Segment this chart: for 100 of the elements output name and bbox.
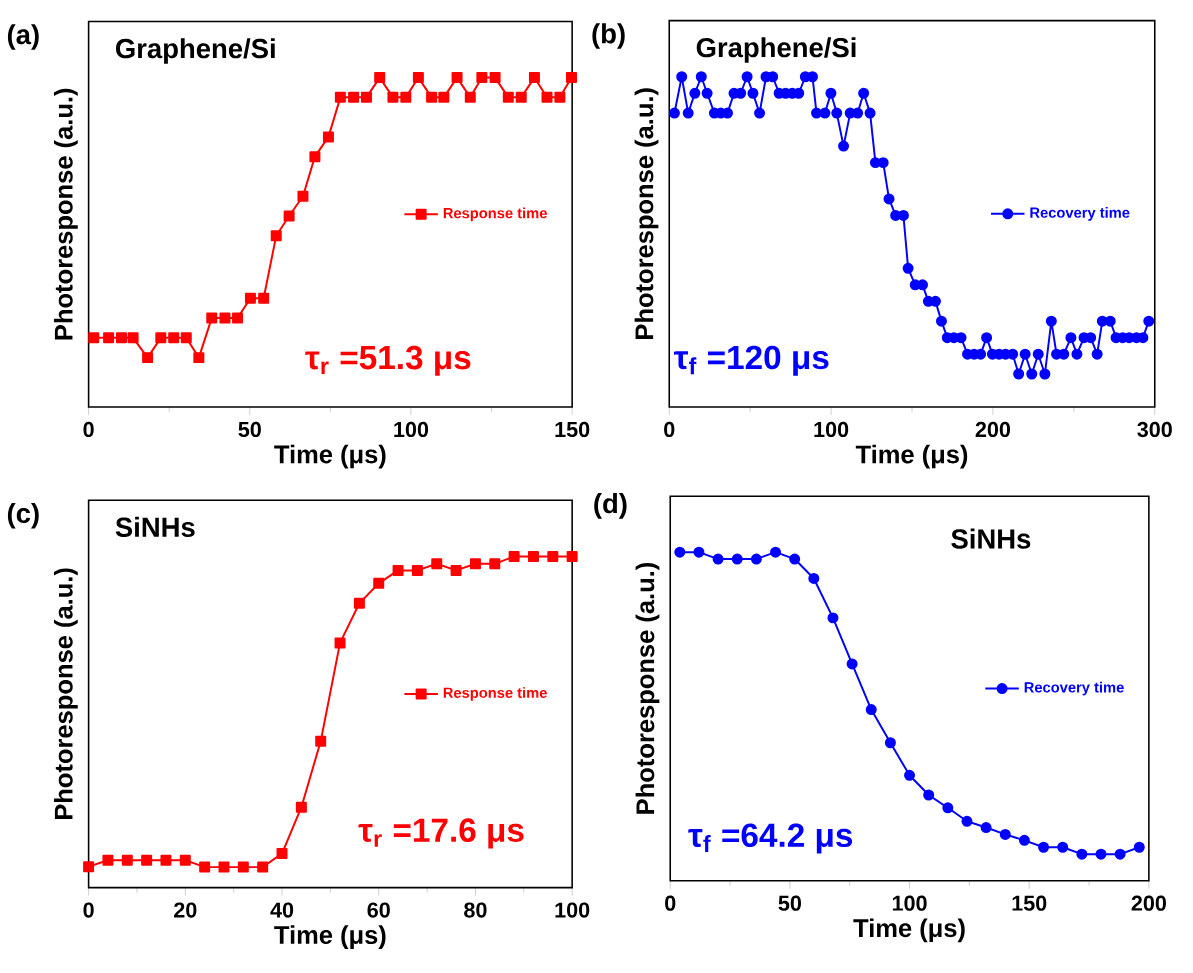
point bbox=[400, 91, 412, 103]
point bbox=[193, 352, 205, 364]
x-tick-label: 20 bbox=[174, 902, 197, 918]
point bbox=[411, 564, 423, 576]
x-tick-label: 0 bbox=[83, 421, 94, 438]
point bbox=[1076, 848, 1088, 860]
point bbox=[566, 551, 578, 563]
point bbox=[219, 312, 231, 324]
legend-label: Response time bbox=[443, 207, 547, 222]
point bbox=[431, 558, 443, 570]
x-tick-label: 50 bbox=[778, 895, 801, 911]
point bbox=[426, 91, 438, 103]
point bbox=[392, 564, 404, 576]
point bbox=[276, 848, 288, 860]
x-axis-title: Time (μs) bbox=[274, 444, 386, 469]
point bbox=[322, 131, 334, 143]
annotation: τ$_{f}$ =120 μs bbox=[673, 345, 829, 376]
point bbox=[115, 332, 127, 344]
point bbox=[515, 91, 527, 103]
point bbox=[438, 91, 450, 103]
point bbox=[387, 91, 399, 103]
point bbox=[103, 332, 115, 344]
x-tick-label: 50 bbox=[238, 421, 261, 438]
point bbox=[168, 332, 180, 344]
text: (a) bbox=[7, 24, 39, 50]
y-axis-title: Photoresponse (a.u.) bbox=[635, 563, 660, 814]
point bbox=[360, 91, 372, 103]
point bbox=[232, 312, 244, 324]
point bbox=[502, 91, 514, 103]
point bbox=[508, 551, 520, 563]
point bbox=[127, 332, 139, 344]
chart-title: SiNHs bbox=[951, 528, 1031, 549]
point bbox=[712, 553, 724, 565]
point bbox=[999, 828, 1011, 840]
point bbox=[528, 72, 540, 84]
point bbox=[334, 637, 346, 649]
point bbox=[566, 72, 577, 84]
point bbox=[315, 735, 327, 747]
point bbox=[412, 72, 424, 84]
x-tick-label: 300 bbox=[1137, 421, 1172, 438]
point bbox=[180, 332, 192, 344]
x-tick-label: 60 bbox=[367, 902, 390, 918]
point bbox=[789, 553, 801, 565]
point bbox=[961, 815, 973, 827]
point bbox=[334, 91, 346, 103]
point bbox=[464, 91, 476, 103]
x-tick-label: 200 bbox=[1131, 895, 1166, 911]
annotation: τ$_{r}$ =51.3 μs bbox=[305, 345, 471, 376]
point bbox=[155, 332, 167, 344]
point bbox=[731, 553, 743, 565]
point bbox=[88, 332, 100, 344]
point bbox=[1133, 841, 1145, 853]
point bbox=[348, 91, 360, 103]
point bbox=[374, 72, 386, 84]
point bbox=[309, 151, 321, 163]
point bbox=[827, 612, 839, 624]
point bbox=[83, 861, 95, 873]
point bbox=[554, 91, 566, 103]
point bbox=[942, 802, 954, 814]
y-axis-title: Photoresponse (a.u.) bbox=[634, 88, 659, 339]
point bbox=[206, 312, 218, 324]
point bbox=[451, 72, 463, 84]
point bbox=[218, 861, 230, 873]
x-tick-label: 100 bbox=[555, 902, 590, 918]
x-axis-title: Time (μs) bbox=[855, 444, 968, 469]
point bbox=[980, 822, 992, 834]
point bbox=[297, 190, 309, 202]
point bbox=[353, 597, 365, 609]
point bbox=[865, 704, 877, 716]
x-tick-label: 100 bbox=[394, 421, 429, 438]
point bbox=[674, 546, 686, 558]
annotation: τ$_{f}$ =64.2 μs bbox=[688, 823, 853, 854]
point bbox=[102, 854, 114, 866]
y-axis-title: Photoresponse (a.u.) bbox=[53, 568, 78, 820]
point bbox=[770, 546, 782, 558]
point bbox=[283, 210, 295, 222]
x-axis-title: Time (μs) bbox=[274, 925, 386, 950]
chart-title: SiNHs bbox=[115, 516, 195, 538]
point bbox=[1114, 848, 1126, 860]
text: (d) bbox=[594, 493, 627, 519]
point bbox=[547, 551, 559, 563]
annotation: τ$_{r}$ =17.6 μs bbox=[358, 818, 524, 849]
x-tick-label: 150 bbox=[1012, 895, 1047, 911]
point bbox=[450, 564, 462, 576]
point bbox=[750, 553, 762, 565]
point bbox=[1057, 841, 1069, 853]
text: (b) bbox=[592, 23, 625, 49]
point bbox=[179, 854, 191, 866]
y-axis-title: Photoresponse (a.u.) bbox=[53, 88, 78, 340]
x-axis-title: Time (μs) bbox=[853, 918, 965, 943]
point bbox=[808, 572, 820, 584]
point bbox=[295, 801, 307, 813]
point bbox=[527, 551, 539, 563]
point bbox=[258, 292, 270, 304]
point bbox=[541, 91, 553, 103]
x-tick-label: 0 bbox=[83, 902, 94, 918]
point bbox=[237, 861, 249, 873]
point bbox=[884, 737, 896, 749]
x-tick-label: 150 bbox=[555, 421, 590, 438]
point bbox=[141, 854, 153, 866]
